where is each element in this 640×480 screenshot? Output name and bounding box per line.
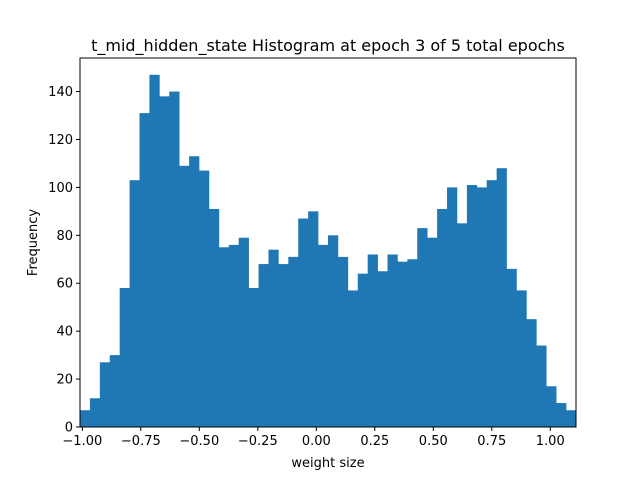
x-tick-label: 0.75 [477, 434, 506, 449]
histogram-bar [377, 271, 388, 427]
histogram-bar [407, 259, 418, 427]
histogram-bar [89, 398, 101, 427]
histogram-bar [228, 244, 240, 427]
histogram-bar [367, 254, 378, 427]
histogram-bar [139, 113, 150, 428]
histogram-bar [129, 180, 140, 427]
histogram-bar [496, 168, 507, 428]
x-axis-ticks: −1.00 −0.75 −0.50 −0.25 0.00 0.25 0.50 0.75 1.00 [62, 427, 565, 449]
x-tick-label: 0.50 [419, 434, 448, 449]
histogram-bar [357, 273, 368, 427]
histogram-bar [268, 249, 279, 427]
histogram-bar [556, 403, 567, 427]
histogram-bar [159, 96, 170, 428]
histogram-bar [456, 223, 468, 427]
histogram-bars [80, 74, 577, 428]
histogram-bar [248, 288, 259, 427]
histogram-bar [149, 74, 160, 427]
x-tick-label: −0.75 [121, 434, 161, 449]
histogram-bar [99, 362, 111, 427]
histogram-bar [536, 345, 547, 427]
x-tick-label: −1.00 [62, 434, 102, 449]
y-axis-ticks: 0 20 40 60 80 100 120 140 [48, 85, 80, 436]
histogram-bar [189, 156, 200, 427]
x-tick-label: 0.00 [302, 434, 331, 449]
histogram-bar [397, 261, 408, 427]
y-tick-label: 120 [48, 133, 73, 148]
x-tick-label: −0.50 [179, 434, 219, 449]
histogram-bar [298, 218, 309, 427]
x-tick-label: −0.25 [238, 434, 278, 449]
histogram-bar [288, 256, 299, 427]
histogram-bar [169, 91, 180, 427]
histogram-bar [179, 165, 190, 427]
histogram-bar [208, 208, 220, 427]
histogram-bar [278, 264, 289, 427]
histogram-bar [318, 244, 329, 427]
histogram-bar [506, 268, 517, 427]
y-tick-label: 100 [48, 181, 73, 196]
x-axis-label: weight size [291, 456, 364, 471]
histogram-bar [258, 264, 269, 427]
y-tick-label: 0 [65, 421, 73, 436]
histogram-bar [466, 184, 478, 427]
chart-title: t_mid_hidden_state Histogram at epoch 3 … [91, 36, 565, 56]
x-tick-label: 1.00 [536, 434, 565, 449]
plot-frame [79, 57, 577, 428]
histogram-bar [447, 187, 458, 427]
y-tick-label: 60 [56, 277, 73, 292]
histogram-bar [486, 180, 497, 427]
histogram-bar [347, 290, 359, 427]
histogram-bar [80, 410, 91, 427]
histogram-bar [119, 288, 130, 427]
histogram-bar [109, 355, 120, 427]
histogram-bar [526, 319, 537, 427]
y-tick-label: 20 [56, 373, 73, 388]
y-tick-label: 140 [48, 85, 73, 100]
histogram-bar [199, 170, 210, 427]
histogram-bar [427, 237, 438, 427]
y-tick-label: 80 [56, 229, 73, 244]
y-tick-label: 40 [56, 325, 73, 340]
histogram-bar [566, 410, 577, 427]
histogram-bar [218, 247, 230, 427]
histogram-bar [308, 211, 319, 427]
histogram-bar [238, 237, 249, 427]
histogram-bar [417, 228, 428, 427]
y-axis-label: Frequency [26, 209, 41, 276]
histogram-bar [476, 187, 488, 427]
histogram-bar [546, 386, 557, 427]
histogram-bar [328, 235, 339, 427]
histogram-bar [337, 256, 349, 427]
x-tick-label: 0.25 [360, 434, 389, 449]
histogram-bar [387, 254, 398, 427]
histogram-bar [437, 208, 448, 427]
histogram-bar [516, 290, 527, 427]
